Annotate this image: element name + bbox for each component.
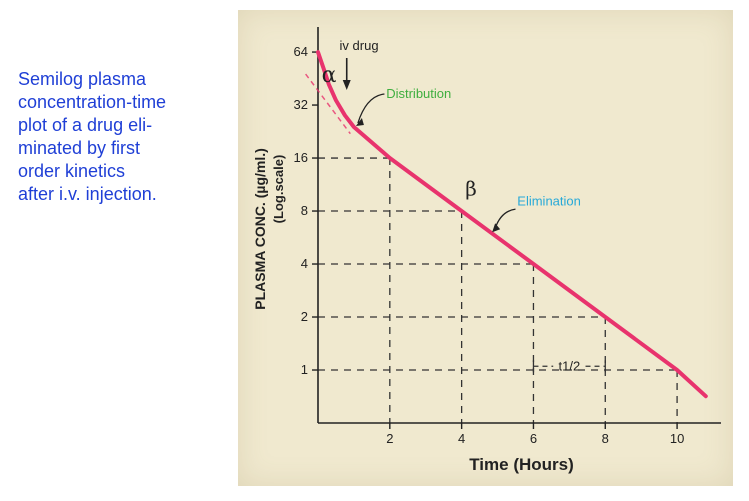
x-tick-label: 4 [458,431,465,446]
alpha-extrapolation-line [305,73,351,135]
x-axis-title: Time (Hours) [469,455,574,474]
y-tick-label: 64 [294,44,308,59]
distribution-label: Distribution [386,86,451,101]
y-axis-subtitle: (Log.scale) [271,155,286,224]
chart-svg: 1 2 4 8 16 32 64 2 4 6 8 10 iv drug α β Distributio… [252,27,721,474]
x-tick-label: 8 [602,431,609,446]
caption-line: plot of a drug eli- [18,115,153,135]
iv-drug-label: iv drug [340,38,379,53]
caption-line: minated by first [18,138,141,158]
half-life-label: t1/2 [559,358,581,373]
annotations: iv drug α β Distribution Elimination t1/… [322,38,581,373]
x-tick-label: 6 [530,431,537,446]
y-tick-label: 1 [301,362,308,377]
elimination-arrow-shaft [494,208,516,229]
x-tick-label: 2 [386,431,393,446]
guide-lines [318,157,678,423]
ticks: 1 2 4 8 16 32 64 2 4 6 8 10 [294,44,685,446]
curve-group [305,50,708,399]
caption-line: order kinetics [18,161,126,181]
elimination-label: Elimination [517,194,581,209]
concentration-curve [316,50,708,399]
y-tick-label: 2 [301,309,308,324]
axes [317,27,721,424]
y-axis-title: PLASMA CONC. (µg/ml.) [252,148,268,310]
y-tick-label: 32 [294,97,308,112]
y-tick-label: 8 [301,203,308,218]
distribution-arrow-head [355,118,364,127]
y-tick-label: 16 [294,150,308,165]
caption-line: Semilog plasma [18,69,147,89]
alpha-label: α [322,63,337,88]
caption: Semilog plasma concentration-time plot o… [18,68,223,206]
caption-line: after i.v. injection. [18,184,157,204]
distribution-arrow-shaft [357,93,385,124]
y-tick-label: 4 [301,256,308,271]
beta-label: β [465,177,477,201]
chart-figure: 1 2 4 8 16 32 64 2 4 6 8 10 iv drug α β Distributio… [238,10,733,486]
caption-line: concentration-time [18,92,167,112]
elimination-arrow-head [492,223,501,233]
iv-drug-arrow-head [342,80,351,90]
x-tick-label: 10 [670,431,684,446]
